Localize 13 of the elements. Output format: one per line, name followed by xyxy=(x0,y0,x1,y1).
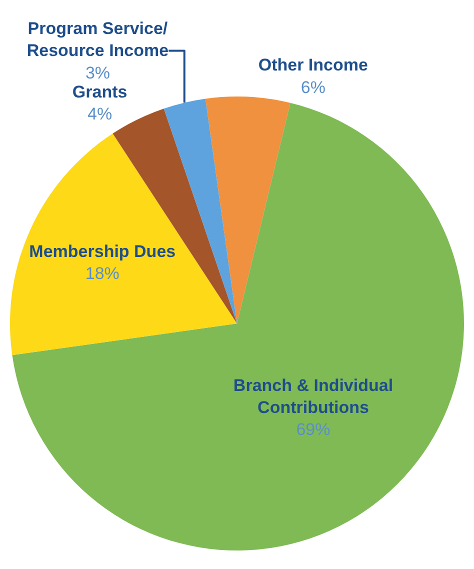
slice-label: Program Service/ Resource Income xyxy=(26,19,169,60)
slice-label: Grants xyxy=(72,82,128,102)
pie-slice xyxy=(10,134,237,356)
slice-label: Membership Dues xyxy=(29,242,176,261)
data-label: 3% xyxy=(85,63,110,82)
data-label: 18% xyxy=(85,264,120,283)
slice-label: Branch & Individual Contributions xyxy=(233,376,394,418)
data-label: 4% xyxy=(88,104,112,124)
pie-slice xyxy=(12,102,464,550)
data-label: 6% xyxy=(300,78,326,97)
data-label: 69% xyxy=(296,420,330,440)
pie-slice xyxy=(205,96,290,324)
slice-label: Other Income xyxy=(258,56,368,75)
